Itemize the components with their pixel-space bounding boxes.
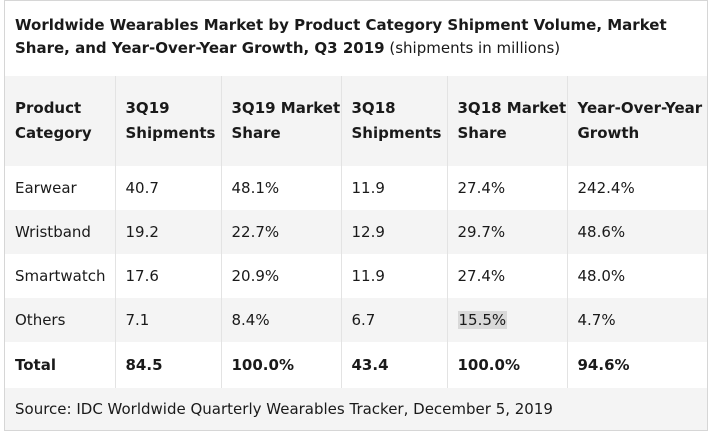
table-cell: 48.6% [577, 222, 626, 241]
table-cell: 84.5 [115, 342, 222, 388]
column-header: Year-Over-Year Growth [577, 99, 703, 142]
column-header: 3Q18 Shipments [341, 76, 448, 166]
column-header: 3Q19 Shipments [115, 76, 222, 166]
table-cell: 242.4% [577, 178, 635, 197]
table-title-units: (shipments in millions) [389, 39, 561, 57]
table-cell: Wristband [5, 210, 116, 254]
header-row: Product Category 3Q19 Shipments 3Q19 Mar… [5, 76, 707, 166]
table-cell: 6.7 [341, 298, 448, 342]
wearables-table: Product Category 3Q19 Shipments 3Q19 Mar… [5, 76, 707, 388]
column-header: 3Q19 Market Share [221, 76, 342, 166]
table-cell: 11.9 [341, 254, 448, 298]
table-cell: 17.6 [115, 254, 222, 298]
table-cell: 27.4% [447, 254, 568, 298]
table-cell: 12.9 [341, 210, 448, 254]
table-cell: 19.2 [115, 210, 222, 254]
table-cell: Total [5, 342, 116, 388]
table-row: Smartwatch 17.6 20.9% 11.9 27.4% 48.0% [5, 254, 707, 298]
table-cell: 20.9% [221, 254, 342, 298]
table-cell: 8.4% [221, 298, 342, 342]
table-cell: 29.7% [447, 210, 568, 254]
table-cell: 15.5% [447, 298, 568, 342]
highlighted-value: 15.5% [457, 310, 508, 329]
total-row: Total 84.5 100.0% 43.4 100.0% 94.6% [5, 342, 707, 388]
table-cell: 40.7 [115, 166, 222, 210]
table-cell: 11.9 [341, 166, 448, 210]
table-cell: 4.7% [577, 310, 616, 329]
table-cell: 7.1 [115, 298, 222, 342]
column-header: Product Category [5, 76, 116, 166]
column-header: 3Q18 Market Share [447, 76, 568, 166]
table-title-bold: Worldwide Wearables Market by Product Ca… [15, 16, 667, 57]
table-cell: 100.0% [447, 342, 568, 388]
table-cell: Smartwatch [5, 254, 116, 298]
table-cell: 100.0% [221, 342, 342, 388]
table-row: Wristband 19.2 22.7% 12.9 29.7% 48.6% [5, 210, 707, 254]
table-row: Others 7.1 8.4% 6.7 15.5% 4.7% [5, 298, 707, 342]
table-title: Worldwide Wearables Market by Product Ca… [15, 14, 705, 60]
table-row: Earwear 40.7 48.1% 11.9 27.4% 242.4% [5, 166, 707, 210]
wearables-table-card: Worldwide Wearables Market by Product Ca… [4, 0, 708, 431]
table-cell: 22.7% [221, 210, 342, 254]
table-cell: 43.4 [341, 342, 448, 388]
table-cell: Earwear [5, 166, 116, 210]
table-cell: 27.4% [447, 166, 568, 210]
table-cell: 94.6% [577, 355, 630, 374]
table-cell: Others [5, 298, 116, 342]
table-cell: 48.1% [221, 166, 342, 210]
table-cell: 48.0% [577, 266, 626, 285]
source-note: Source: IDC Worldwide Quarterly Wearable… [5, 388, 707, 430]
